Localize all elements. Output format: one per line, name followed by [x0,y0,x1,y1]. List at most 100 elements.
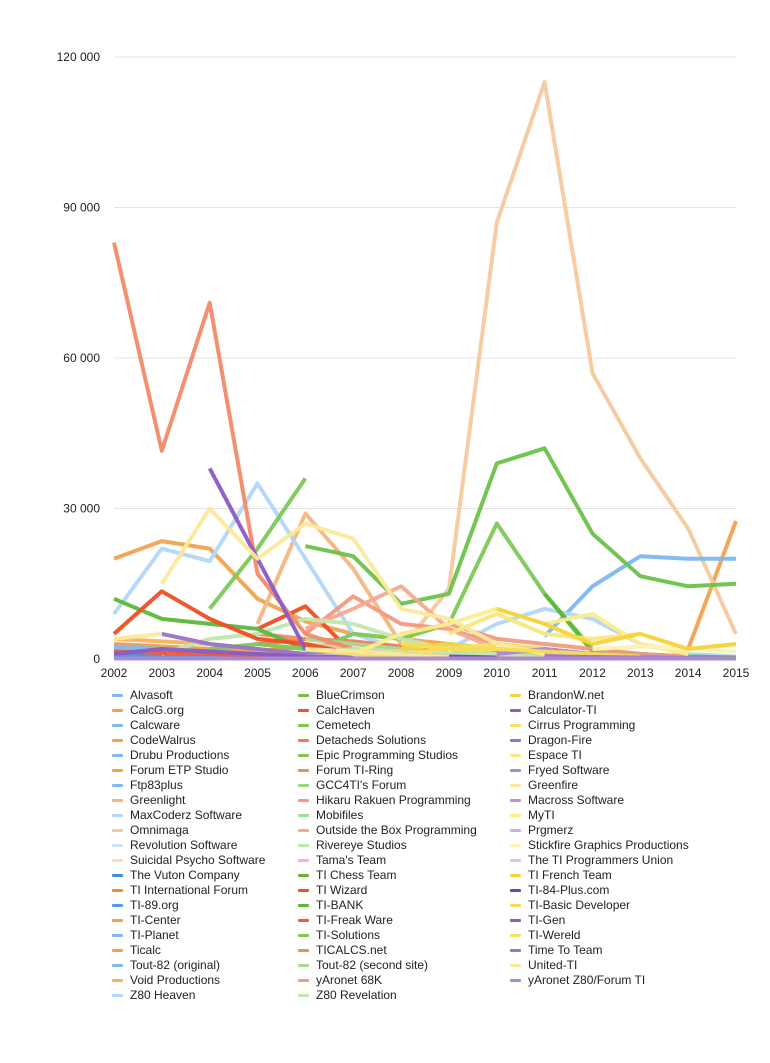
legend-item: TI French Team [510,868,710,883]
y-tick-label: 60 000 [63,351,100,365]
legend-item: MyTI [510,808,710,823]
legend-item: Tama's Team [298,853,498,868]
legend-swatch [510,979,521,982]
legend-swatch [298,949,309,952]
legend-item: TI-Freak Ware [298,913,498,928]
legend-swatch [112,934,123,937]
legend-swatch [112,844,123,847]
legend-swatch [510,784,521,787]
legend-label: TI-Freak Ware [316,913,393,927]
legend-item: CodeWalrus [112,733,312,748]
y-tick-label: 120 000 [57,50,101,64]
legend-item: TI-BANK [298,898,498,913]
legend-item: BrandonW.net [510,688,710,703]
legend-swatch [298,889,309,892]
legend-swatch [112,874,123,877]
legend-label: TI International Forum [130,883,249,897]
legend-swatch [510,799,521,802]
legend-item: The Vuton Company [112,868,312,883]
legend-item: TICALCS.net [298,943,498,958]
legend-label: TI-Center [130,913,181,927]
legend-item: TI International Forum [112,883,312,898]
legend-swatch [298,694,309,697]
legend-swatch [112,904,123,907]
legend-item: United-TI [510,958,710,973]
legend-swatch [112,694,123,697]
legend-item: Ticalc [112,943,312,958]
series-line [113,631,450,659]
legend-swatch [298,904,309,907]
legend-label: TI-BANK [316,898,364,912]
legend-label: Tout-82 (original) [130,958,221,972]
legend-swatch [298,709,309,712]
legend-item: Detacheds Solutions [298,733,498,748]
legend-label: CodeWalrus [130,733,196,747]
legend-label: Prgmerz [528,823,574,837]
x-tick-label: 2003 [148,666,175,680]
legend-label: Greenlight [130,793,186,807]
legend-label: Rivereye Studios [316,838,407,852]
legend-item: yAronet Z80/Forum TI [510,973,710,988]
x-tick-label: 2013 [627,666,654,680]
legend-swatch [112,754,123,757]
legend-label: TI-Gen [528,913,566,927]
legend-column: Alvasoft CalcG.org Calcware CodeWalrus Drubu… [112,688,312,1003]
legend-label: Forum TI-Ring [316,763,394,777]
legend-swatch [510,724,521,727]
legend-label: Epic Programming Studios [316,748,459,762]
legend-label: Void Productions [130,973,221,987]
legend-label: Tama's Team [316,853,387,867]
legend-item: Tout-82 (second site) [298,958,498,973]
legend-label: BlueCrimson [316,688,385,702]
legend-label: Greenfire [528,778,579,792]
legend-swatch [510,859,521,862]
legend-swatch [298,994,309,997]
legend-label: Alvasoft [130,688,173,702]
legend-item: Suicidal Psycho Software [112,853,312,868]
legend-item: The TI Programmers Union [510,853,710,868]
legend-label: Mobifiles [316,808,364,822]
legend-swatch [112,979,123,982]
legend-item: TI-84-Plus.com [510,883,710,898]
legend-label: Calculator-TI [528,703,597,717]
legend-item: Stickfire Graphics Productions [510,838,710,853]
legend-swatch [112,784,123,787]
legend-swatch [112,799,123,802]
legend-column: BrandonW.net Calculator-TI Cirrus Programm… [510,688,710,988]
legend-item: Greenfire [510,778,710,793]
legend-swatch [298,859,309,862]
legend-item: Alvasoft [112,688,312,703]
legend-label: Calcware [130,718,181,732]
legend-item: Revolution Software [112,838,312,853]
legend-swatch [510,814,521,817]
legend-swatch [298,979,309,982]
legend-swatch [298,874,309,877]
y-tick-label: 0 [93,652,100,666]
legend-label: TI-Planet [130,928,179,942]
legend-label: MaxCoderz Software [130,808,243,822]
legend-swatch [510,874,521,877]
legend-swatch [112,949,123,952]
legend-label: Time To Team [528,943,603,957]
legend-item: CalcG.org [112,703,312,718]
x-tick-label: 2007 [340,666,367,680]
legend-label: Z80 Heaven [130,988,196,1002]
legend-item: Ftp83plus [112,778,312,793]
legend-item: TI-Planet [112,928,312,943]
legend-swatch [510,919,521,922]
legend-label: Revolution Software [130,838,238,852]
legend-label: Hikaru Rakuen Programming [316,793,471,807]
legend-swatch [298,724,309,727]
legend-swatch [510,964,521,967]
legend-column: BlueCrimson CalcHaven Cemetech Detacheds So… [298,688,498,1003]
legend-swatch [298,739,309,742]
x-tick-label: 2010 [483,666,510,680]
legend-label: Fryed Software [528,763,610,777]
y-tick-label: 30 000 [63,502,100,516]
legend-label: Cirrus Programming [528,718,636,732]
legend-item: TI-Gen [510,913,710,928]
legend-label: TICALCS.net [316,943,387,957]
legend-item: TI-89.org [112,898,312,913]
series-line [400,642,641,659]
series-line [256,604,355,656]
